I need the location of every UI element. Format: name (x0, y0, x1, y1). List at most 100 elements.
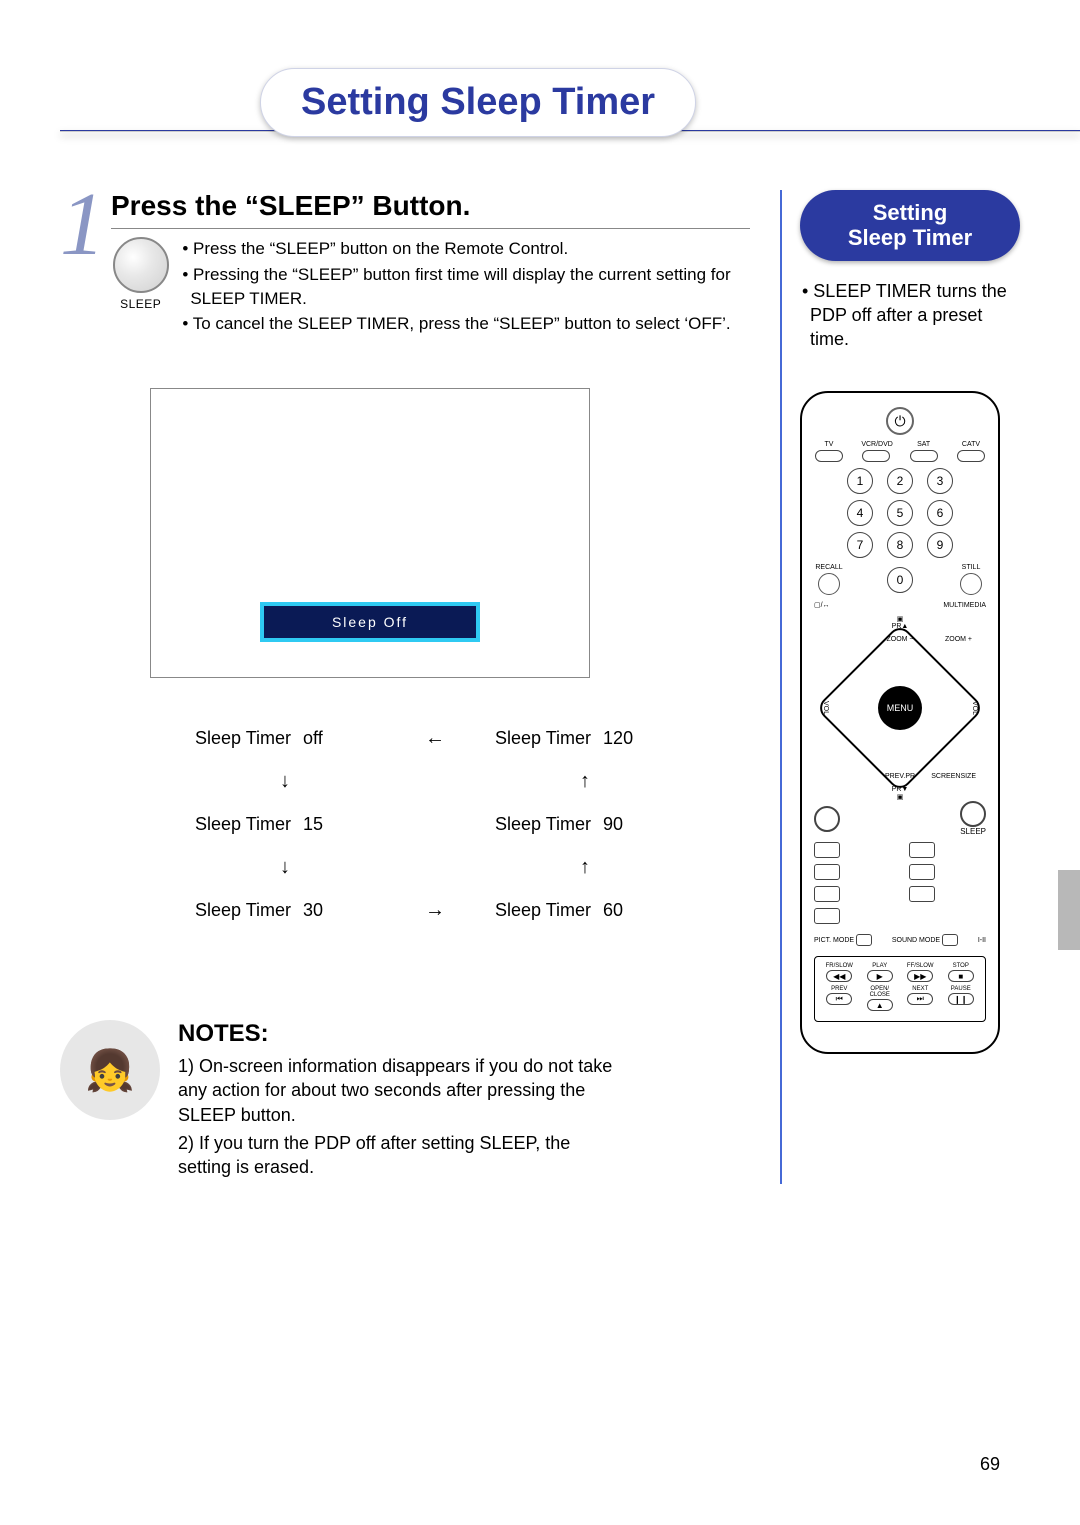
still-button (960, 573, 982, 595)
page-number: 69 (980, 1454, 1000, 1475)
step-number: 1 (60, 190, 105, 260)
section-tab (1058, 870, 1080, 950)
prev-pr-label: PREV.PR (885, 773, 915, 780)
rewind-icon: ◀◀ (826, 970, 852, 982)
sleep-button-icon (113, 237, 169, 293)
func-button (909, 842, 935, 858)
pause-icon: ❙❙ (948, 993, 974, 1005)
arrow-up-icon: ↑ (495, 856, 675, 879)
play-label: FR/SLOW (826, 963, 853, 969)
play-label: OPEN/ CLOSE (870, 986, 890, 998)
zoom-minus-label: ZOOM − (886, 636, 913, 643)
stop-icon: ■ (948, 970, 974, 982)
mute-button-icon (814, 806, 840, 832)
arrow-right-icon: → (405, 899, 465, 922)
source-label: VCR/DVD (861, 441, 893, 448)
notes-section: 👧 NOTES: 1) On-screen information disapp… (60, 1020, 750, 1183)
note-item: 1) On-screen information disappears if y… (178, 1054, 618, 1127)
func-button (814, 886, 840, 902)
cycle-value: 120 (603, 728, 633, 749)
sidebar-title-line1: Setting (873, 200, 948, 225)
vol-label: VOL (971, 701, 978, 715)
recall-button (818, 573, 840, 595)
num-button: 0 (887, 567, 913, 593)
power-button-icon (886, 407, 914, 435)
menu-button: MENU (878, 686, 922, 730)
sidebar-description: • SLEEP TIMER turns the PDP off after a … (800, 279, 1020, 352)
screensize-label: SCREENSIZE (931, 773, 976, 780)
notes-illustration-icon: 👧 (60, 1020, 160, 1120)
sleep-timer-cycle: Sleep Timer off ← Sleep Timer 120 ↓ ↑ Sl… (120, 718, 750, 930)
prev-icon: ⏮ (826, 993, 852, 1005)
sidebar-title-pill: Setting Sleep Timer (800, 190, 1020, 261)
arrow-up-icon: ↑ (495, 770, 675, 793)
numpad-row: 1 2 3 (814, 468, 986, 494)
dpad: MENU ZOOM − PREV.PR VOL VOL ZOOM + SCREE… (830, 638, 970, 778)
num-button: 5 (887, 500, 913, 526)
func-button (814, 864, 840, 880)
num-button: 7 (847, 532, 873, 558)
bullet: To cancel the SLEEP TIMER, press the “SL… (182, 312, 750, 336)
play-label: STOP (953, 963, 969, 969)
play-label: PREV (831, 986, 847, 992)
source-label: SAT (917, 441, 930, 448)
num-button: 6 (927, 500, 953, 526)
num-button: 8 (887, 532, 913, 558)
main-content: 1 Press the “SLEEP” Button. SLEEP Press … (60, 190, 750, 1184)
source-button (910, 450, 938, 462)
cycle-label: Sleep Timer (195, 728, 291, 749)
function-buttons (814, 842, 986, 924)
num-button: 4 (847, 500, 873, 526)
next-icon: ⏭ (907, 993, 933, 1005)
cycle-value: 15 (303, 814, 323, 835)
input-icon: ▢/↔ (814, 601, 830, 609)
source-label: CATV (962, 441, 980, 448)
play-label: FF/SLOW (907, 963, 934, 969)
cycle-label: Sleep Timer (495, 814, 591, 835)
func-button (814, 842, 840, 858)
step-1: 1 Press the “SLEEP” Button. SLEEP Press … (60, 190, 750, 338)
step-heading: Press the “SLEEP” Button. (111, 190, 750, 229)
source-button (957, 450, 985, 462)
arrow-down-icon: ↓ (195, 770, 375, 793)
eject-icon: ▲ (867, 999, 893, 1011)
num-button: 1 (847, 468, 873, 494)
sleep-button-label: SLEEP (111, 297, 170, 311)
sidebar: Setting Sleep Timer • SLEEP TIMER turns … (780, 190, 1020, 1184)
vol-label: VOL (822, 701, 829, 715)
numpad-row: RECALL 0 STILL (814, 564, 986, 595)
source-row: TV VCR/DVD SAT CATV (814, 441, 986, 462)
cycle-label: Sleep Timer (195, 900, 291, 921)
func-button (909, 886, 935, 902)
sleep-label: SLEEP (960, 827, 986, 836)
num-button: 9 (927, 532, 953, 558)
zoom-plus-label: ZOOM + (945, 636, 972, 643)
osd-message: Sleep Off (260, 602, 480, 642)
remote-control-diagram: TV VCR/DVD SAT CATV 1 2 3 4 5 6 7 8 (800, 391, 1000, 1054)
sleep-button-illustration: SLEEP (111, 237, 170, 338)
osd-screen: Sleep Off (150, 388, 590, 678)
play-icon: ▶ (867, 970, 893, 982)
numpad-row: 7 8 9 (814, 532, 986, 558)
step-bullets: Press the “SLEEP” button on the Remote C… (182, 237, 750, 338)
num-button: 2 (887, 468, 913, 494)
multimedia-label: MULTIMEDIA (943, 602, 986, 609)
cycle-label: Sleep Timer (195, 814, 291, 835)
cycle-label: Sleep Timer (495, 728, 591, 749)
bullet: Press the “SLEEP” button on the Remote C… (182, 237, 750, 261)
note-item: 2) If you turn the PDP off after setting… (178, 1131, 618, 1180)
play-label: PLAY (872, 963, 887, 969)
ff-icon: ▶▶ (907, 970, 933, 982)
source-button (815, 450, 843, 462)
cycle-value: 30 (303, 900, 323, 921)
func-button (814, 908, 840, 924)
cycle-value: 60 (603, 900, 623, 921)
source-button (862, 450, 890, 462)
play-label: NEXT (912, 986, 928, 992)
manual-page: Setting Sleep Timer 1 Press the “SLEEP” … (0, 0, 1080, 1525)
i-ii-label: I-II (978, 937, 986, 944)
play-label: PAUSE (951, 986, 971, 992)
notes-heading: NOTES: (178, 1020, 618, 1048)
bullet: Pressing the “SLEEP” button first time w… (182, 263, 750, 311)
still-label: STILL (962, 564, 981, 571)
